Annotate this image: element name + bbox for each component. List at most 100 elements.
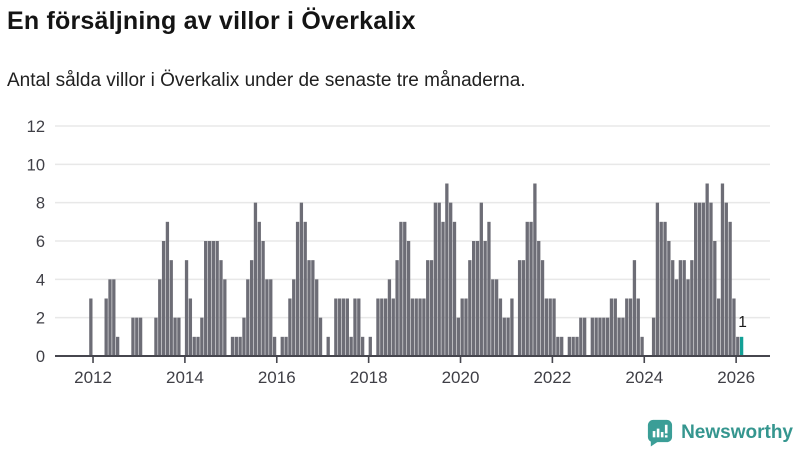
bar — [579, 317, 583, 356]
bar — [445, 183, 449, 356]
bar — [253, 202, 258, 356]
bar — [318, 317, 323, 356]
bar — [215, 241, 219, 356]
y-axis-label: 12 — [27, 118, 45, 136]
bar — [609, 298, 614, 356]
x-axis-label: 2014 — [166, 368, 204, 387]
bar — [636, 298, 640, 356]
bar — [326, 336, 330, 356]
bar — [632, 260, 637, 356]
bar — [621, 317, 625, 356]
y-axis-label: 6 — [36, 233, 45, 251]
bar — [437, 202, 441, 356]
bar — [242, 317, 246, 356]
bar — [376, 298, 380, 356]
bar — [475, 241, 480, 356]
bar — [728, 221, 732, 356]
bar — [460, 298, 464, 356]
bar — [433, 202, 438, 356]
bar — [640, 336, 644, 356]
x-axis-label: 2026 — [717, 368, 755, 387]
bar — [269, 279, 273, 356]
bar — [540, 260, 545, 356]
bar — [441, 221, 445, 356]
bar — [173, 317, 177, 356]
bar — [410, 298, 415, 356]
bar — [525, 221, 529, 356]
bar — [429, 260, 434, 356]
bar — [479, 202, 483, 356]
bar — [713, 241, 717, 356]
chart-subtitle: Antal sålda villor i Överkalix under de … — [7, 70, 526, 91]
bar — [682, 260, 686, 356]
bar — [449, 202, 453, 356]
bar — [701, 202, 705, 356]
bar — [353, 298, 357, 356]
bar — [517, 260, 522, 356]
bar — [280, 336, 284, 356]
bar — [188, 298, 193, 356]
bar — [502, 317, 506, 356]
bar — [192, 336, 196, 356]
bar — [567, 336, 571, 356]
bar — [292, 279, 296, 356]
bar — [544, 298, 549, 356]
bar — [521, 260, 526, 356]
bar — [705, 183, 709, 356]
bar — [590, 317, 594, 356]
bar — [284, 336, 288, 356]
bar — [360, 336, 365, 356]
bar — [602, 317, 606, 356]
bar — [349, 336, 353, 356]
bar — [617, 317, 621, 356]
bar — [709, 202, 713, 356]
bar — [207, 241, 212, 356]
bar — [234, 336, 238, 356]
bar — [594, 317, 598, 356]
bar — [357, 298, 361, 356]
bar — [667, 241, 671, 356]
bar — [678, 260, 683, 356]
bar — [498, 298, 503, 356]
bar — [548, 298, 552, 356]
bar — [368, 336, 372, 356]
bar — [165, 221, 170, 356]
y-axis-label: 10 — [27, 156, 45, 174]
bar — [219, 260, 223, 356]
bar — [89, 298, 93, 356]
bar — [613, 298, 617, 356]
bar — [414, 298, 418, 356]
bar — [257, 221, 261, 356]
bar — [315, 279, 319, 356]
newsworthy-logo: Newsworthy — [645, 418, 793, 447]
bar — [671, 260, 675, 356]
bar — [341, 298, 346, 356]
bar — [487, 221, 491, 356]
bar — [472, 241, 476, 356]
bar — [716, 298, 721, 356]
bar — [380, 298, 384, 356]
bar — [223, 279, 227, 356]
bar — [196, 336, 200, 356]
bar — [537, 241, 541, 356]
bar — [154, 317, 158, 356]
last-value-label: 1 — [738, 314, 747, 331]
bar — [422, 298, 426, 356]
bar — [265, 279, 269, 356]
bar — [161, 241, 166, 356]
page-title: En försäljning av villor i Överkalix — [7, 7, 416, 35]
bar — [177, 317, 181, 356]
bar — [560, 336, 564, 356]
bar — [303, 221, 307, 356]
y-axis-label: 0 — [36, 348, 45, 366]
bar — [686, 279, 690, 356]
bar — [334, 298, 338, 356]
bar — [249, 260, 254, 356]
newsworthy-brand-label: Newsworthy — [681, 421, 793, 443]
bar — [403, 221, 407, 356]
bar — [651, 317, 656, 356]
bar — [272, 336, 277, 356]
bar — [383, 298, 388, 356]
bar — [418, 298, 422, 356]
